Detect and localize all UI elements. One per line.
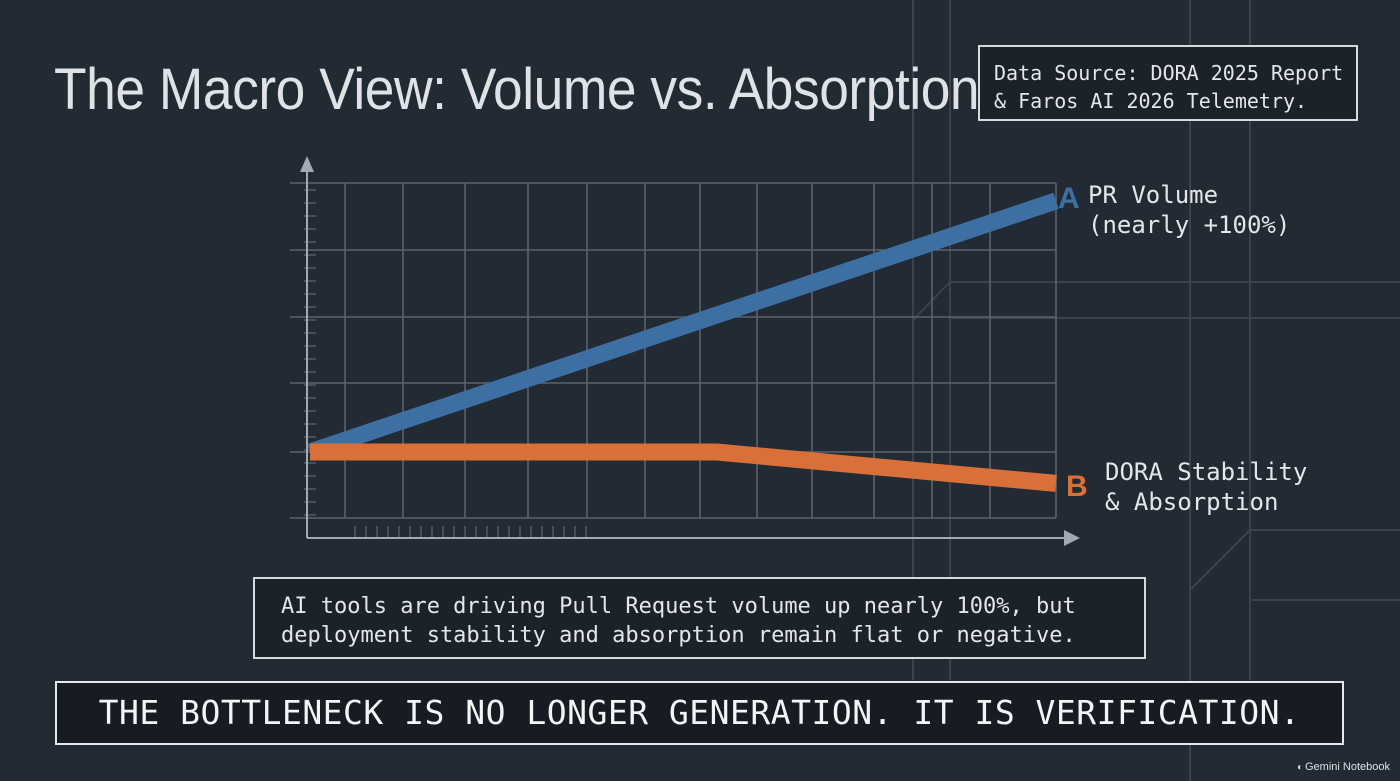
series-a-marker: A <box>1058 182 1080 215</box>
gemini-logo-icon: ◖ <box>1295 762 1302 773</box>
data-source-box: Data Source: DORA 2025 Report & Faros AI… <box>978 45 1358 121</box>
series-a-label-line-2: (nearly +100%) <box>1088 211 1291 239</box>
key-message-banner: THE BOTTLENECK IS NO LONGER GENERATION. … <box>55 681 1344 745</box>
series-b-label-line-2: & Absorption <box>1105 488 1279 516</box>
y-axis-arrow-icon <box>300 156 314 172</box>
summary-line-1: AI tools are driving Pull Request volume… <box>281 594 1076 619</box>
series-b-label: DORA Stability & Absorption <box>1105 457 1307 517</box>
summary-line-2: deployment stability and absorption rema… <box>281 623 1076 648</box>
watermark-text: Gemini Notebook <box>1305 761 1390 773</box>
data-source-line-2: & Faros AI 2026 Telemetry. <box>994 89 1308 113</box>
series-b-label-line-1: DORA Stability <box>1105 458 1308 486</box>
series-line-a <box>307 192 1059 461</box>
data-source-line-1: Data Source: DORA 2025 Report <box>994 61 1344 85</box>
series-line-b <box>310 443 1057 492</box>
series-b-marker: B <box>1066 470 1088 503</box>
series-a-label: PR Volume (nearly +100%) <box>1088 180 1290 240</box>
summary-box: AI tools are driving Pull Request volume… <box>253 577 1146 659</box>
x-axis-arrow-icon <box>1064 530 1080 546</box>
series-a-label-line-1: PR Volume <box>1088 181 1219 209</box>
watermark: ◖ Gemini Notebook <box>1296 761 1390 773</box>
page-title: The Macro View: Volume vs. Absorption <box>54 57 980 122</box>
